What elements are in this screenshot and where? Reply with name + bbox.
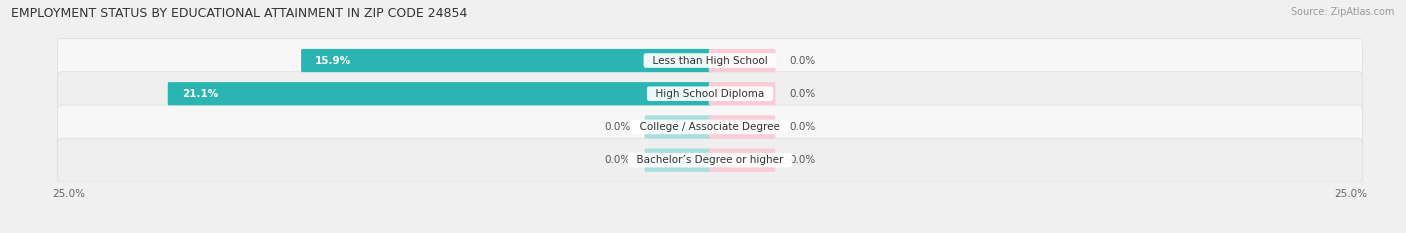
FancyBboxPatch shape (709, 115, 776, 139)
Text: High School Diploma: High School Diploma (650, 89, 770, 99)
FancyBboxPatch shape (58, 138, 1362, 182)
Text: College / Associate Degree: College / Associate Degree (633, 122, 787, 132)
FancyBboxPatch shape (167, 82, 711, 105)
Text: 0.0%: 0.0% (790, 122, 815, 132)
Text: EMPLOYMENT STATUS BY EDUCATIONAL ATTAINMENT IN ZIP CODE 24854: EMPLOYMENT STATUS BY EDUCATIONAL ATTAINM… (11, 7, 468, 20)
FancyBboxPatch shape (709, 148, 776, 172)
FancyBboxPatch shape (58, 72, 1362, 116)
FancyBboxPatch shape (709, 49, 776, 72)
Text: 21.1%: 21.1% (181, 89, 218, 99)
Text: Less than High School: Less than High School (645, 55, 775, 65)
Text: Bachelor’s Degree or higher: Bachelor’s Degree or higher (630, 155, 790, 165)
Text: 0.0%: 0.0% (605, 122, 630, 132)
Text: 0.0%: 0.0% (790, 55, 815, 65)
FancyBboxPatch shape (644, 115, 711, 139)
FancyBboxPatch shape (709, 82, 776, 105)
FancyBboxPatch shape (58, 39, 1362, 82)
FancyBboxPatch shape (301, 49, 711, 72)
FancyBboxPatch shape (644, 148, 711, 172)
FancyBboxPatch shape (58, 105, 1362, 149)
Text: 0.0%: 0.0% (605, 155, 630, 165)
Text: 15.9%: 15.9% (315, 55, 352, 65)
Text: 0.0%: 0.0% (790, 89, 815, 99)
Text: Source: ZipAtlas.com: Source: ZipAtlas.com (1291, 7, 1395, 17)
Text: 0.0%: 0.0% (790, 155, 815, 165)
